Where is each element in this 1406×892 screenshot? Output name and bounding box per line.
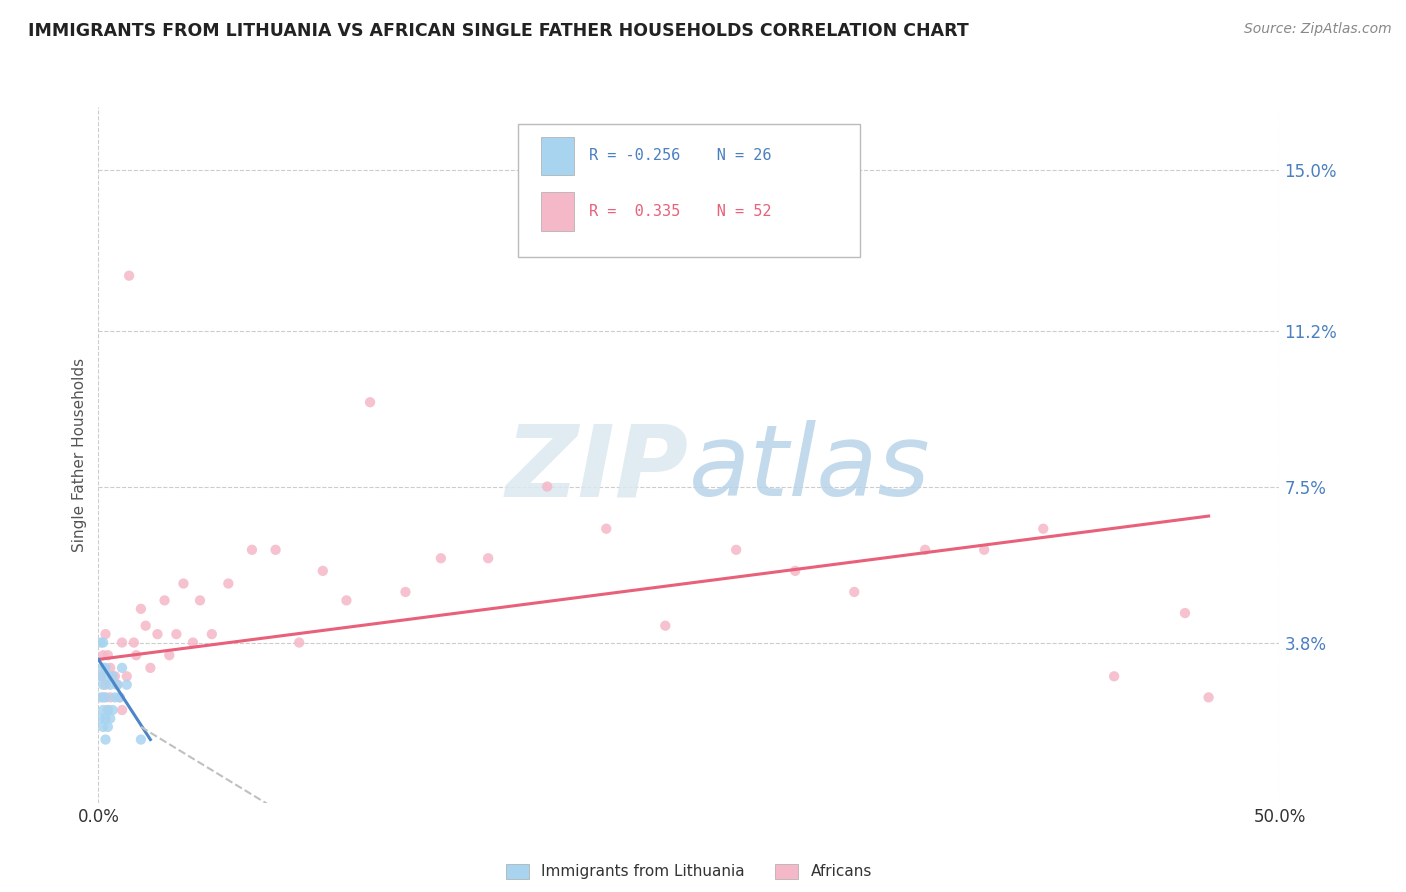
Point	[101, 703, 124, 717]
Y-axis label: Single Father Households: Single Father Households	[72, 358, 87, 552]
Point	[98, 711, 121, 725]
Point	[94, 690, 117, 705]
Point	[97, 703, 120, 717]
Point	[115, 678, 138, 692]
Point	[90, 635, 112, 649]
Point	[105, 678, 128, 692]
Point	[111, 703, 134, 717]
Point	[1198, 690, 1220, 705]
Point	[335, 593, 357, 607]
Point	[125, 648, 148, 663]
Point	[129, 602, 152, 616]
Point	[94, 678, 117, 692]
Point	[1102, 669, 1125, 683]
Point	[118, 268, 141, 283]
Text: R =  0.335    N = 52: R = 0.335 N = 52	[589, 204, 770, 219]
Text: IMMIGRANTS FROM LITHUANIA VS AFRICAN SINGLE FATHER HOUSEHOLDS CORRELATION CHART: IMMIGRANTS FROM LITHUANIA VS AFRICAN SIN…	[28, 22, 969, 40]
Point	[111, 635, 134, 649]
Point	[90, 669, 112, 683]
Text: R = -0.256    N = 26: R = -0.256 N = 26	[589, 148, 770, 163]
FancyBboxPatch shape	[517, 124, 860, 257]
Text: atlas: atlas	[689, 420, 931, 517]
Point	[217, 576, 239, 591]
Point	[91, 690, 114, 705]
Point	[288, 635, 311, 649]
Point	[94, 711, 117, 725]
Point	[91, 635, 114, 649]
Point	[430, 551, 453, 566]
Text: Source: ZipAtlas.com: Source: ZipAtlas.com	[1244, 22, 1392, 37]
Point	[1174, 606, 1197, 620]
Point	[153, 593, 176, 607]
Point	[98, 690, 121, 705]
Point	[477, 551, 499, 566]
Point	[785, 564, 807, 578]
Point	[201, 627, 224, 641]
Point	[94, 627, 117, 641]
Point	[104, 669, 127, 683]
Point	[94, 732, 117, 747]
Point	[91, 678, 114, 692]
Point	[139, 661, 162, 675]
Point	[725, 542, 748, 557]
Point	[111, 661, 134, 675]
Point	[359, 395, 381, 409]
Point	[654, 618, 676, 632]
Point	[97, 720, 120, 734]
Point	[90, 711, 112, 725]
Point	[98, 678, 121, 692]
Point	[172, 576, 194, 591]
Point	[181, 635, 204, 649]
Point	[91, 661, 114, 675]
Point	[240, 542, 263, 557]
Legend: Immigrants from Lithuania, Africans: Immigrants from Lithuania, Africans	[501, 857, 877, 886]
Point	[536, 479, 558, 493]
Point	[595, 522, 617, 536]
Point	[91, 720, 114, 734]
Point	[188, 593, 211, 607]
FancyBboxPatch shape	[541, 136, 575, 175]
Point	[129, 732, 152, 747]
Point	[105, 678, 128, 692]
Point	[312, 564, 335, 578]
Point	[90, 669, 112, 683]
Point	[135, 618, 157, 632]
Point	[91, 703, 114, 717]
FancyBboxPatch shape	[541, 193, 575, 230]
Point	[146, 627, 169, 641]
Point	[108, 690, 131, 705]
Point	[97, 669, 120, 683]
Point	[98, 661, 121, 675]
Point	[104, 690, 127, 705]
Point	[94, 661, 117, 675]
Point	[973, 542, 995, 557]
Point	[122, 635, 145, 649]
Point	[101, 669, 124, 683]
Point	[264, 542, 287, 557]
Point	[101, 669, 124, 683]
Point	[157, 648, 180, 663]
Point	[115, 669, 138, 683]
Text: ZIP: ZIP	[506, 420, 689, 517]
Point	[90, 690, 112, 705]
Point	[914, 542, 936, 557]
Point	[1032, 522, 1054, 536]
Point	[91, 648, 114, 663]
Point	[97, 648, 120, 663]
Point	[844, 585, 866, 599]
Point	[108, 690, 131, 705]
Point	[165, 627, 187, 641]
Point	[97, 703, 120, 717]
Point	[394, 585, 416, 599]
